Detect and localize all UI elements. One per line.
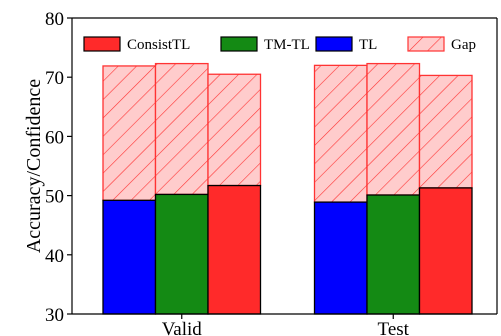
y-tick-label: 50 bbox=[45, 187, 64, 208]
gap-bar-consisttl-test bbox=[418, 74, 473, 189]
bars-layer bbox=[102, 62, 473, 315]
legend-swatch-gap bbox=[407, 36, 445, 52]
x-tick-label-test: Test bbox=[378, 319, 410, 336]
y-tick-label: 80 bbox=[45, 9, 64, 30]
gap-bar-tm-tl-valid bbox=[154, 62, 209, 196]
y-tick-label: 30 bbox=[45, 305, 64, 326]
accuracy-bar-tl-valid bbox=[102, 199, 157, 315]
gap-bar-tl-valid bbox=[102, 65, 157, 201]
legend: ConsistTL TM-TL TL Gap bbox=[83, 36, 476, 53]
gap-bar-tl-test bbox=[313, 64, 368, 203]
legend-swatch-tm-tl bbox=[220, 36, 258, 52]
axes-layer: 30 40 50 60 70 80 Valid Test Accuracy/Confidence bbox=[23, 9, 498, 336]
gap-bar-tm-tl-test bbox=[366, 62, 421, 196]
y-tick-label: 60 bbox=[45, 127, 64, 148]
legend-label-consisttl: ConsistTL bbox=[127, 37, 190, 53]
gap-bar-consisttl-valid bbox=[207, 73, 262, 187]
legend-swatch-consisttl bbox=[83, 36, 121, 52]
y-axis-title: Accuracy/Confidence bbox=[23, 79, 45, 253]
accuracy-bar-tm-tl-test bbox=[366, 194, 421, 315]
legend-label-gap: Gap bbox=[451, 37, 476, 53]
accuracy-bar-tl-test bbox=[313, 201, 368, 315]
accuracy-bar-tm-tl-valid bbox=[154, 193, 209, 315]
accuracy-bar-consisttl-test bbox=[418, 187, 473, 315]
legend-label-tl: TL bbox=[359, 37, 377, 53]
accuracy-bar-consisttl-valid bbox=[207, 184, 262, 315]
y-tick-label: 40 bbox=[45, 246, 64, 267]
legend-label-tm-tl: TM-TL bbox=[264, 37, 310, 53]
y-tick-label: 70 bbox=[45, 68, 64, 89]
x-tick-label-valid: Valid bbox=[162, 319, 203, 336]
legend-swatch-tl bbox=[315, 36, 353, 52]
